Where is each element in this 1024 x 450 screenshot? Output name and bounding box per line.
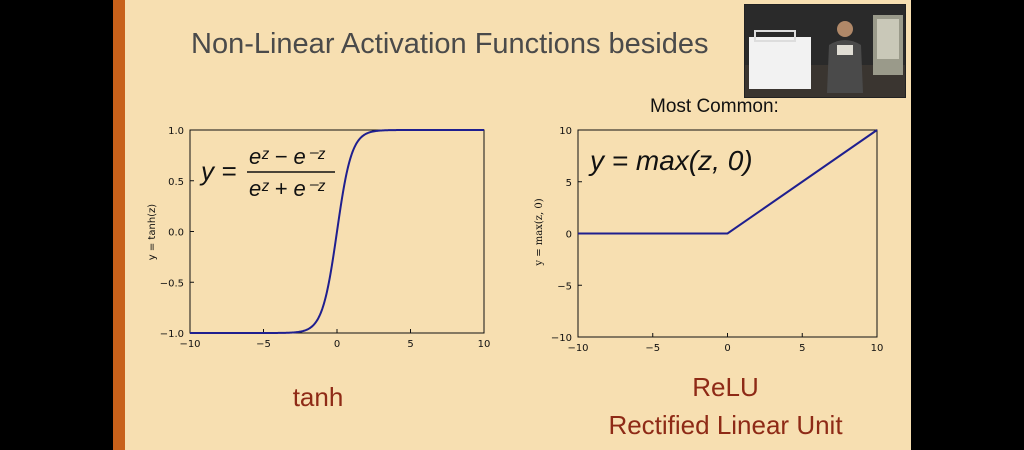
relu-plot: y = max(z, 0) 10 5 0 −5 −10 −10 −5 0 5 10 y = ma…: [528, 120, 888, 355]
relu-ytick-label: −5: [557, 281, 572, 292]
relu-ytick-label: 0: [566, 230, 572, 241]
tanh-chart: y = tanh(z) 1.00.50.0−0.5−1.0 −10 −5 0 5 10 …: [147, 126, 490, 350]
relu-ytick-label: 10: [559, 126, 572, 137]
relu-formula: y = max(z, 0): [588, 145, 753, 176]
presenter-video: [744, 4, 906, 98]
relu-xtick-label: −10: [567, 343, 588, 354]
relu-caption-line2: Rectified Linear Unit: [608, 410, 843, 440]
tanh-plot: y = tanh(z) 1.0 0.5 0.0 −0.5 −1.0 −10 −5 0 5 10 …: [143, 120, 493, 355]
tanh-ytick-label: 0.5: [168, 177, 184, 188]
relu-chart: y = max(z, 0) 10 5 0 −5 −10 −10 −5 0 5 10 y = ma…: [534, 126, 883, 354]
subtitle-most-common: Most Common:: [650, 96, 779, 117]
tanh-formula-lhs: y =: [199, 156, 236, 186]
tanh-xtick-label: 5: [407, 339, 413, 350]
relu-yticks: 10 5 0 −5 −10: [551, 126, 582, 344]
tanh-xtick-label: −5: [256, 339, 271, 350]
slide: Non-Linear Activation Functions besides …: [113, 0, 911, 450]
tanh-formula-numerator: eᶻ − e⁻ᶻ: [249, 144, 325, 169]
tanh-ytick-label: 1.0: [168, 126, 184, 137]
relu-curve: [578, 129, 878, 235]
relu-xtick-label: −5: [645, 343, 660, 354]
tanh-curve: [190, 129, 484, 334]
tanh-ylabel: y = tanh(z): [147, 204, 158, 261]
tanh-xticks: −10 −5 0 5 10: [179, 329, 490, 350]
relu-xtick-label: 10: [871, 343, 884, 354]
slide-title: Non-Linear Activation Functions besides: [191, 28, 709, 60]
relu-ytick-label: −10: [551, 333, 572, 344]
tanh-ytick-label: 0.0: [168, 228, 184, 239]
relu-caption-line1: ReLU: [692, 372, 759, 402]
tanh-xtick-label: 0: [334, 339, 340, 350]
tanh-caption: tanh: [292, 382, 344, 412]
relu-ylabel: y = max(z, 0): [534, 198, 545, 266]
tanh-formula-denominator: eᶻ + e⁻ᶻ: [249, 176, 325, 201]
slide-accent-bar: [113, 0, 125, 450]
tanh-ytick-label: −1.0: [160, 329, 184, 340]
relu-ytick-label: 5: [566, 178, 572, 189]
relu-xtick-label: 0: [724, 343, 730, 354]
tanh-xtick-label: −10: [179, 339, 200, 350]
relu-xtick-label: 5: [799, 343, 805, 354]
relu-xticks: −10 −5 0 5 10: [567, 333, 883, 354]
relu-caption: ReLU Rectified Linear Unit: [568, 368, 883, 444]
tanh-ytick-label: −0.5: [160, 278, 184, 289]
tanh-formula: y = eᶻ − e⁻ᶻ eᶻ + e⁻ᶻ: [199, 144, 335, 201]
tanh-xtick-label: 10: [478, 339, 491, 350]
tanh-yticks: 1.0 0.5 0.0 −0.5 −1.0: [160, 126, 194, 340]
